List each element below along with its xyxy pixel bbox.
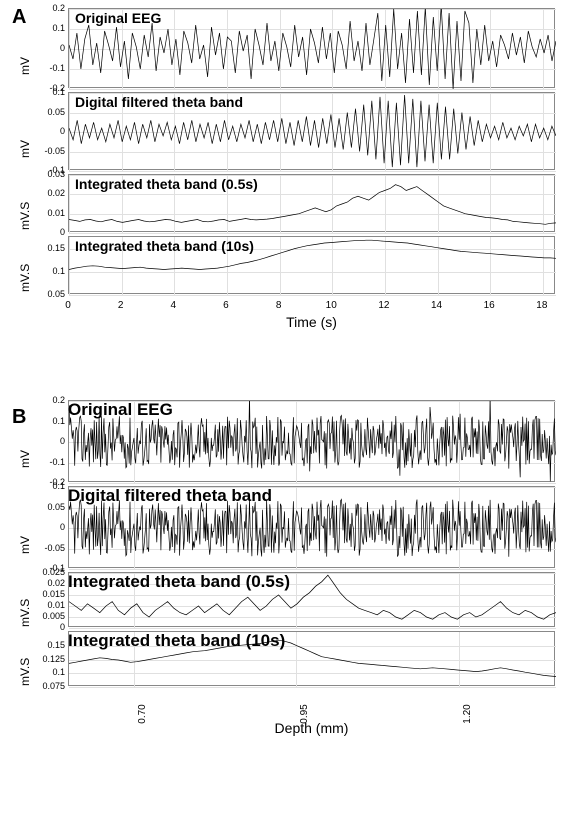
y-tick: 0.1 [33, 266, 65, 276]
y-tick: 0.1 [33, 667, 65, 677]
y-tick: 0.015 [33, 589, 65, 599]
subplot-2: Integrated theta band (0.5s)mV.S00.010.0… [20, 174, 560, 232]
y-tick: 0.05 [33, 289, 65, 299]
y-tick: -0.1 [33, 457, 65, 467]
x-tick: 14 [431, 300, 442, 311]
y-tick: -0.05 [33, 543, 65, 553]
y-axis-label: mV.S [18, 587, 32, 627]
section-a: Original EEGmV-0.2-0.100.10.2Digital fil… [20, 8, 560, 378]
figure-container: A Depth : 0.95mm Original EEGmV-0.2-0.10… [0, 0, 580, 750]
y-tick: 0.2 [33, 395, 65, 405]
x-tick: 18 [536, 300, 547, 311]
x-axis-label: Depth (mm) [68, 720, 555, 736]
y-tick: 0.05 [33, 502, 65, 512]
y-axis-label: mV [18, 35, 32, 75]
y-tick: 0.01 [33, 208, 65, 218]
subplot-title: Digital filtered theta band [75, 94, 243, 110]
y-tick: 0.2 [33, 3, 65, 13]
y-tick: 0.1 [33, 416, 65, 426]
y-tick: 0.125 [33, 654, 65, 664]
subplot-title: Digital filtered theta band [68, 486, 272, 506]
subplot-3: Integrated theta band (10s)mV.S0.0750.10… [20, 631, 560, 686]
subplot-1: Digital filtered theta bandmV-0.1-0.0500… [20, 486, 560, 568]
x-tick: 2 [118, 300, 124, 311]
y-tick: 0.005 [33, 611, 65, 621]
y-tick: 0.01 [33, 600, 65, 610]
x-axis-label: Time (s) [68, 314, 555, 330]
y-tick: 0 [33, 43, 65, 53]
section-b: Original EEGmV-0.2-0.100.10.2Digital fil… [20, 400, 560, 780]
y-axis-label: mV [18, 514, 32, 554]
y-axis-label: mV [18, 118, 32, 158]
y-tick: 0.02 [33, 188, 65, 198]
x-tick: 8 [276, 300, 282, 311]
subplot-title: Integrated theta band (0.5s) [68, 572, 290, 592]
subplot-0: Original EEGmV-0.2-0.100.10.2 [20, 8, 560, 88]
subplot-2: Integrated theta band (0.5s)mV.S00.0050.… [20, 572, 560, 627]
x-tick: 16 [484, 300, 495, 311]
subplot-title: Integrated theta band (10s) [68, 631, 285, 651]
y-tick: -0.05 [33, 146, 65, 156]
y-tick: 0.15 [33, 243, 65, 253]
y-tick: 0.1 [33, 87, 65, 97]
x-tick: 0 [65, 300, 71, 311]
y-axis-label: mV.S [18, 252, 32, 292]
y-tick: 0 [33, 126, 65, 136]
subplot-3: Integrated theta band (10s)mV.S0.050.10.… [20, 236, 560, 294]
subplot-title: Original EEG [68, 400, 173, 420]
subplot-title: Integrated theta band (10s) [75, 238, 254, 254]
x-tick: 10 [326, 300, 337, 311]
y-tick: 0 [33, 522, 65, 532]
y-axis-label: mV [18, 428, 32, 468]
subplot-title: Integrated theta band (0.5s) [75, 176, 258, 192]
y-tick: 0.1 [33, 481, 65, 491]
y-tick: 0.1 [33, 23, 65, 33]
y-tick: -0.1 [33, 63, 65, 73]
y-axis-label: mV.S [18, 190, 32, 230]
y-tick: 0.02 [33, 578, 65, 588]
x-tick: 4 [171, 300, 177, 311]
subplot-0: Original EEGmV-0.2-0.100.10.2 [20, 400, 560, 482]
y-tick: 0.03 [33, 169, 65, 179]
y-axis-label: mV.S [18, 646, 32, 686]
y-tick: 0.15 [33, 640, 65, 650]
y-tick: 0.025 [33, 567, 65, 577]
y-tick: 0.075 [33, 681, 65, 691]
subplot-title: Original EEG [75, 10, 161, 26]
x-tick: 12 [378, 300, 389, 311]
x-tick: 6 [223, 300, 229, 311]
y-tick: 0.05 [33, 107, 65, 117]
subplot-1: Digital filtered theta bandmV-0.1-0.0500… [20, 92, 560, 170]
y-tick: 0 [33, 436, 65, 446]
